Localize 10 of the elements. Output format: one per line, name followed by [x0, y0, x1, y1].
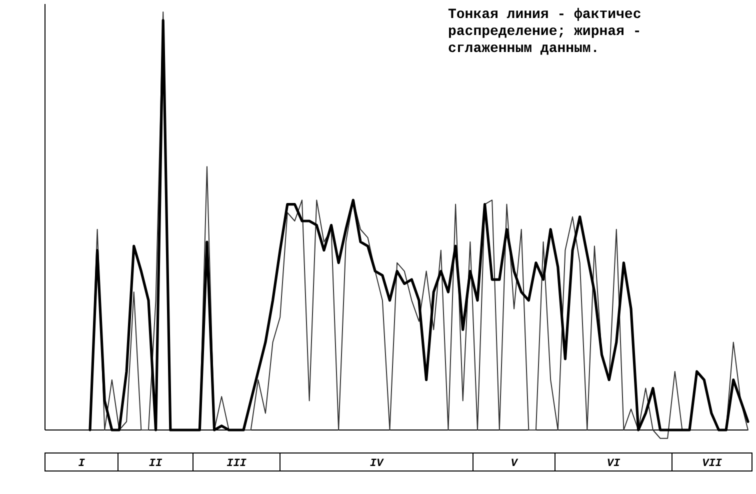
text: V [510, 458, 519, 470]
text: VI [606, 458, 620, 470]
text: III [226, 458, 247, 470]
annotation: сглаженным данным. [448, 41, 600, 57]
text: I [78, 458, 86, 470]
annotation: распределение; жирная - [448, 24, 642, 40]
text: VII [702, 458, 722, 470]
annotation: Тонкая линия - фактичес [448, 7, 642, 23]
text: II [148, 458, 162, 470]
text: IV [370, 458, 384, 470]
